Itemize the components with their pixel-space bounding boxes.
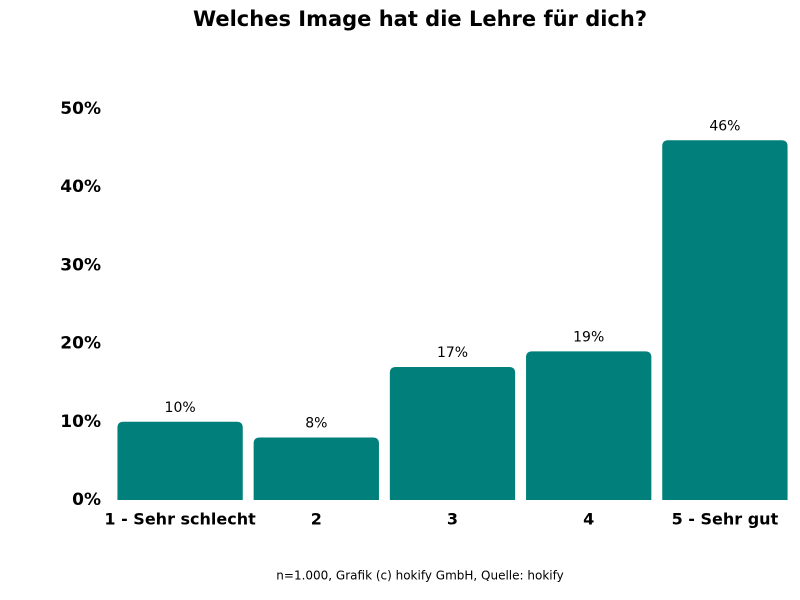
value-label: 10% [165,400,196,416]
y-tick-label: 50% [60,99,101,119]
y-tick-label: 20% [60,334,101,354]
value-label: 17% [437,345,468,361]
y-tick-label: 40% [60,177,101,197]
bar [117,421,243,500]
value-label: 46% [709,118,740,134]
x-tick-label: 5 - Sehr gut [672,510,779,529]
bar [662,140,788,500]
chart-title: Welches Image hat die Lehre für dich? [193,7,647,31]
caption: n=1.000, Grafik (c) hokify GmbH, Quelle:… [276,569,563,583]
y-tick-label: 0% [72,490,101,510]
y-tick-label: 30% [60,255,101,275]
x-tick-label: 2 [311,510,322,529]
x-tick-label: 3 [447,510,458,529]
value-label: 19% [573,329,604,345]
bar [526,351,652,500]
bar [389,367,516,500]
x-tick-label: 4 [583,510,594,529]
value-label: 8% [305,415,327,431]
x-tick-label: 1 - Sehr schlecht [104,510,256,529]
bar [253,437,379,500]
y-tick-label: 10% [60,412,101,432]
